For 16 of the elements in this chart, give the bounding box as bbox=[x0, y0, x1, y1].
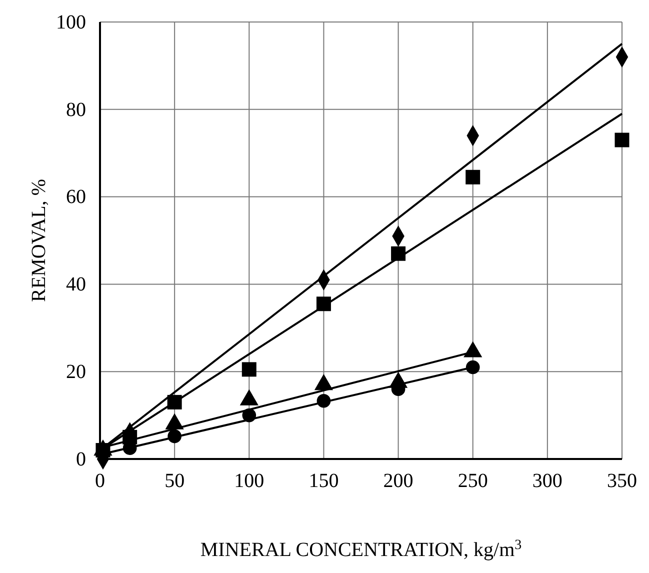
x-axis-title: MINERAL CONCENTRATION, kg/m$^{3}$ bbox=[200, 538, 522, 561]
x-tick-label: 200 bbox=[383, 470, 414, 492]
y-tick-label: 60 bbox=[66, 186, 86, 208]
y-tick-label: 20 bbox=[66, 361, 86, 383]
y-tick-label: 40 bbox=[66, 274, 86, 296]
x-tick-label: 0 bbox=[95, 470, 105, 492]
x-tick-label: 150 bbox=[308, 470, 339, 492]
x-tick-label: 250 bbox=[458, 470, 488, 492]
x-tick-label: 100 bbox=[234, 470, 264, 492]
y-tick-label: 0 bbox=[76, 448, 86, 470]
x-tick-label: 300 bbox=[532, 470, 562, 492]
x-tick-label: 350 bbox=[607, 470, 637, 492]
y-tick-label: 80 bbox=[66, 98, 86, 121]
y-tick-label: 100 bbox=[56, 11, 86, 34]
y-axis-title: REMOVAL, % bbox=[28, 179, 50, 302]
x-tick-label: 50 bbox=[164, 470, 185, 492]
